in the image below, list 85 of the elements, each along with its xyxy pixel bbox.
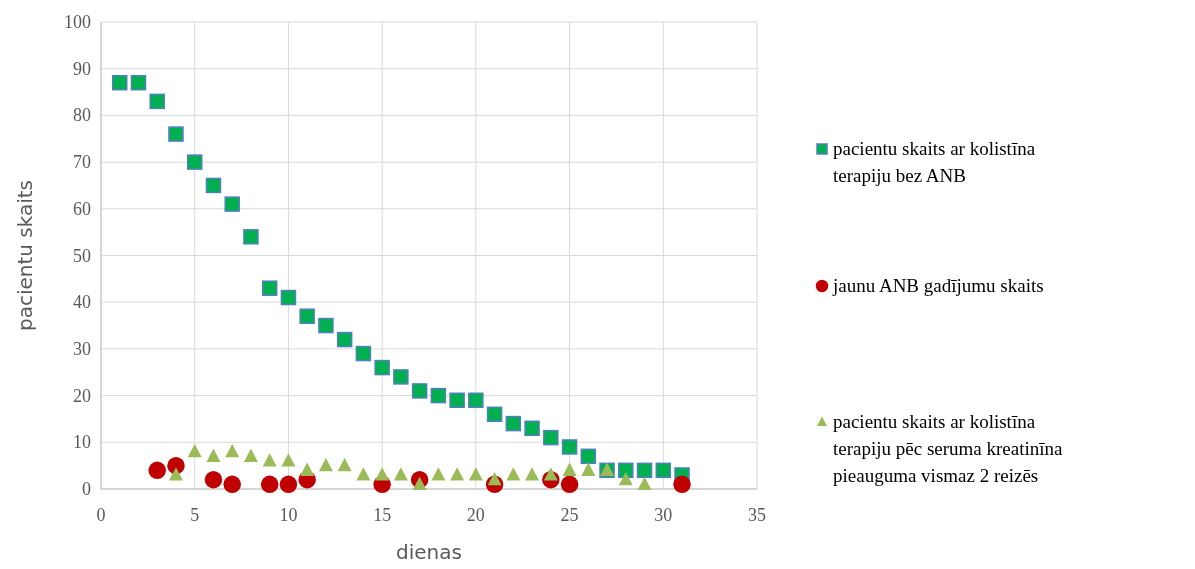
point <box>168 467 183 481</box>
point <box>260 475 279 494</box>
point <box>468 467 483 481</box>
x-tick-label: 20 <box>466 505 485 525</box>
point <box>356 467 371 481</box>
y-tick-label: 20 <box>73 385 91 406</box>
point <box>487 471 502 486</box>
point <box>205 177 222 194</box>
x-tick-label: 30 <box>654 505 673 525</box>
point <box>281 453 296 467</box>
point <box>543 429 559 446</box>
point <box>243 448 258 462</box>
y-tick-label: 80 <box>73 105 91 126</box>
point <box>279 475 298 494</box>
point <box>243 229 259 245</box>
point <box>355 345 372 362</box>
point <box>299 308 315 324</box>
point <box>261 280 278 296</box>
y-tick-label: 70 <box>73 152 91 173</box>
point <box>225 443 240 458</box>
point <box>393 467 408 481</box>
y-tick-label: 40 <box>73 292 91 313</box>
point <box>637 476 652 490</box>
point <box>262 453 277 467</box>
point <box>149 93 165 110</box>
x-tick-label: 35 <box>748 505 766 525</box>
legend-label: jaunu ANB gadījumu skaits <box>832 275 1044 296</box>
point <box>618 471 633 486</box>
point <box>486 406 503 423</box>
point <box>337 457 352 472</box>
y-tick-label: 50 <box>73 245 91 266</box>
y-tick-label: 90 <box>73 58 91 79</box>
x-axis-title: dienas <box>396 540 462 564</box>
point <box>130 74 147 91</box>
point <box>280 289 297 306</box>
point <box>673 475 691 494</box>
point <box>111 74 128 91</box>
point <box>168 126 184 142</box>
point <box>204 470 223 489</box>
point <box>560 475 579 494</box>
point <box>148 461 166 480</box>
legend-label: pacientu skaits ar kolistīna terapiju bez ANB <box>833 138 1036 186</box>
point <box>375 467 390 481</box>
point <box>336 331 353 348</box>
point <box>618 462 634 479</box>
x-tick-label: 25 <box>560 505 579 525</box>
point <box>223 475 241 494</box>
point <box>450 467 465 481</box>
legend-label: pacientu skaits ar kolistīna terapiju pēc seruma kreatinīna pieauguma vismaz 2 reizēs <box>833 411 1064 486</box>
point <box>581 462 596 476</box>
x-tick-label: 10 <box>279 505 298 525</box>
point <box>318 317 334 334</box>
point <box>186 154 203 170</box>
y-tick-label: 10 <box>73 432 91 453</box>
point <box>524 420 540 437</box>
point <box>393 369 409 385</box>
y-axis-title: pacientu skaits <box>13 179 37 332</box>
point <box>561 439 578 455</box>
point <box>525 467 540 481</box>
point <box>374 359 390 376</box>
point <box>580 448 597 465</box>
point <box>206 448 221 462</box>
point <box>449 392 465 409</box>
y-tick-label: 60 <box>73 198 91 219</box>
y-tick-label: 100 <box>64 12 91 32</box>
point <box>505 415 522 432</box>
point <box>468 392 484 409</box>
point <box>300 462 315 476</box>
point <box>318 457 333 472</box>
point <box>431 467 446 481</box>
point <box>411 383 428 399</box>
point <box>655 462 672 479</box>
point <box>506 467 521 481</box>
point <box>543 467 558 481</box>
point <box>224 196 240 212</box>
x-tick-label: 5 <box>190 505 200 525</box>
y-tick-label: 0 <box>82 479 91 499</box>
point <box>636 462 653 479</box>
x-tick-label: 15 <box>373 505 392 525</box>
point <box>412 476 427 490</box>
point <box>562 462 577 476</box>
point <box>430 387 447 404</box>
point <box>187 443 202 458</box>
x-tick-label: 0 <box>96 505 106 525</box>
y-tick-label: 30 <box>73 338 91 359</box>
